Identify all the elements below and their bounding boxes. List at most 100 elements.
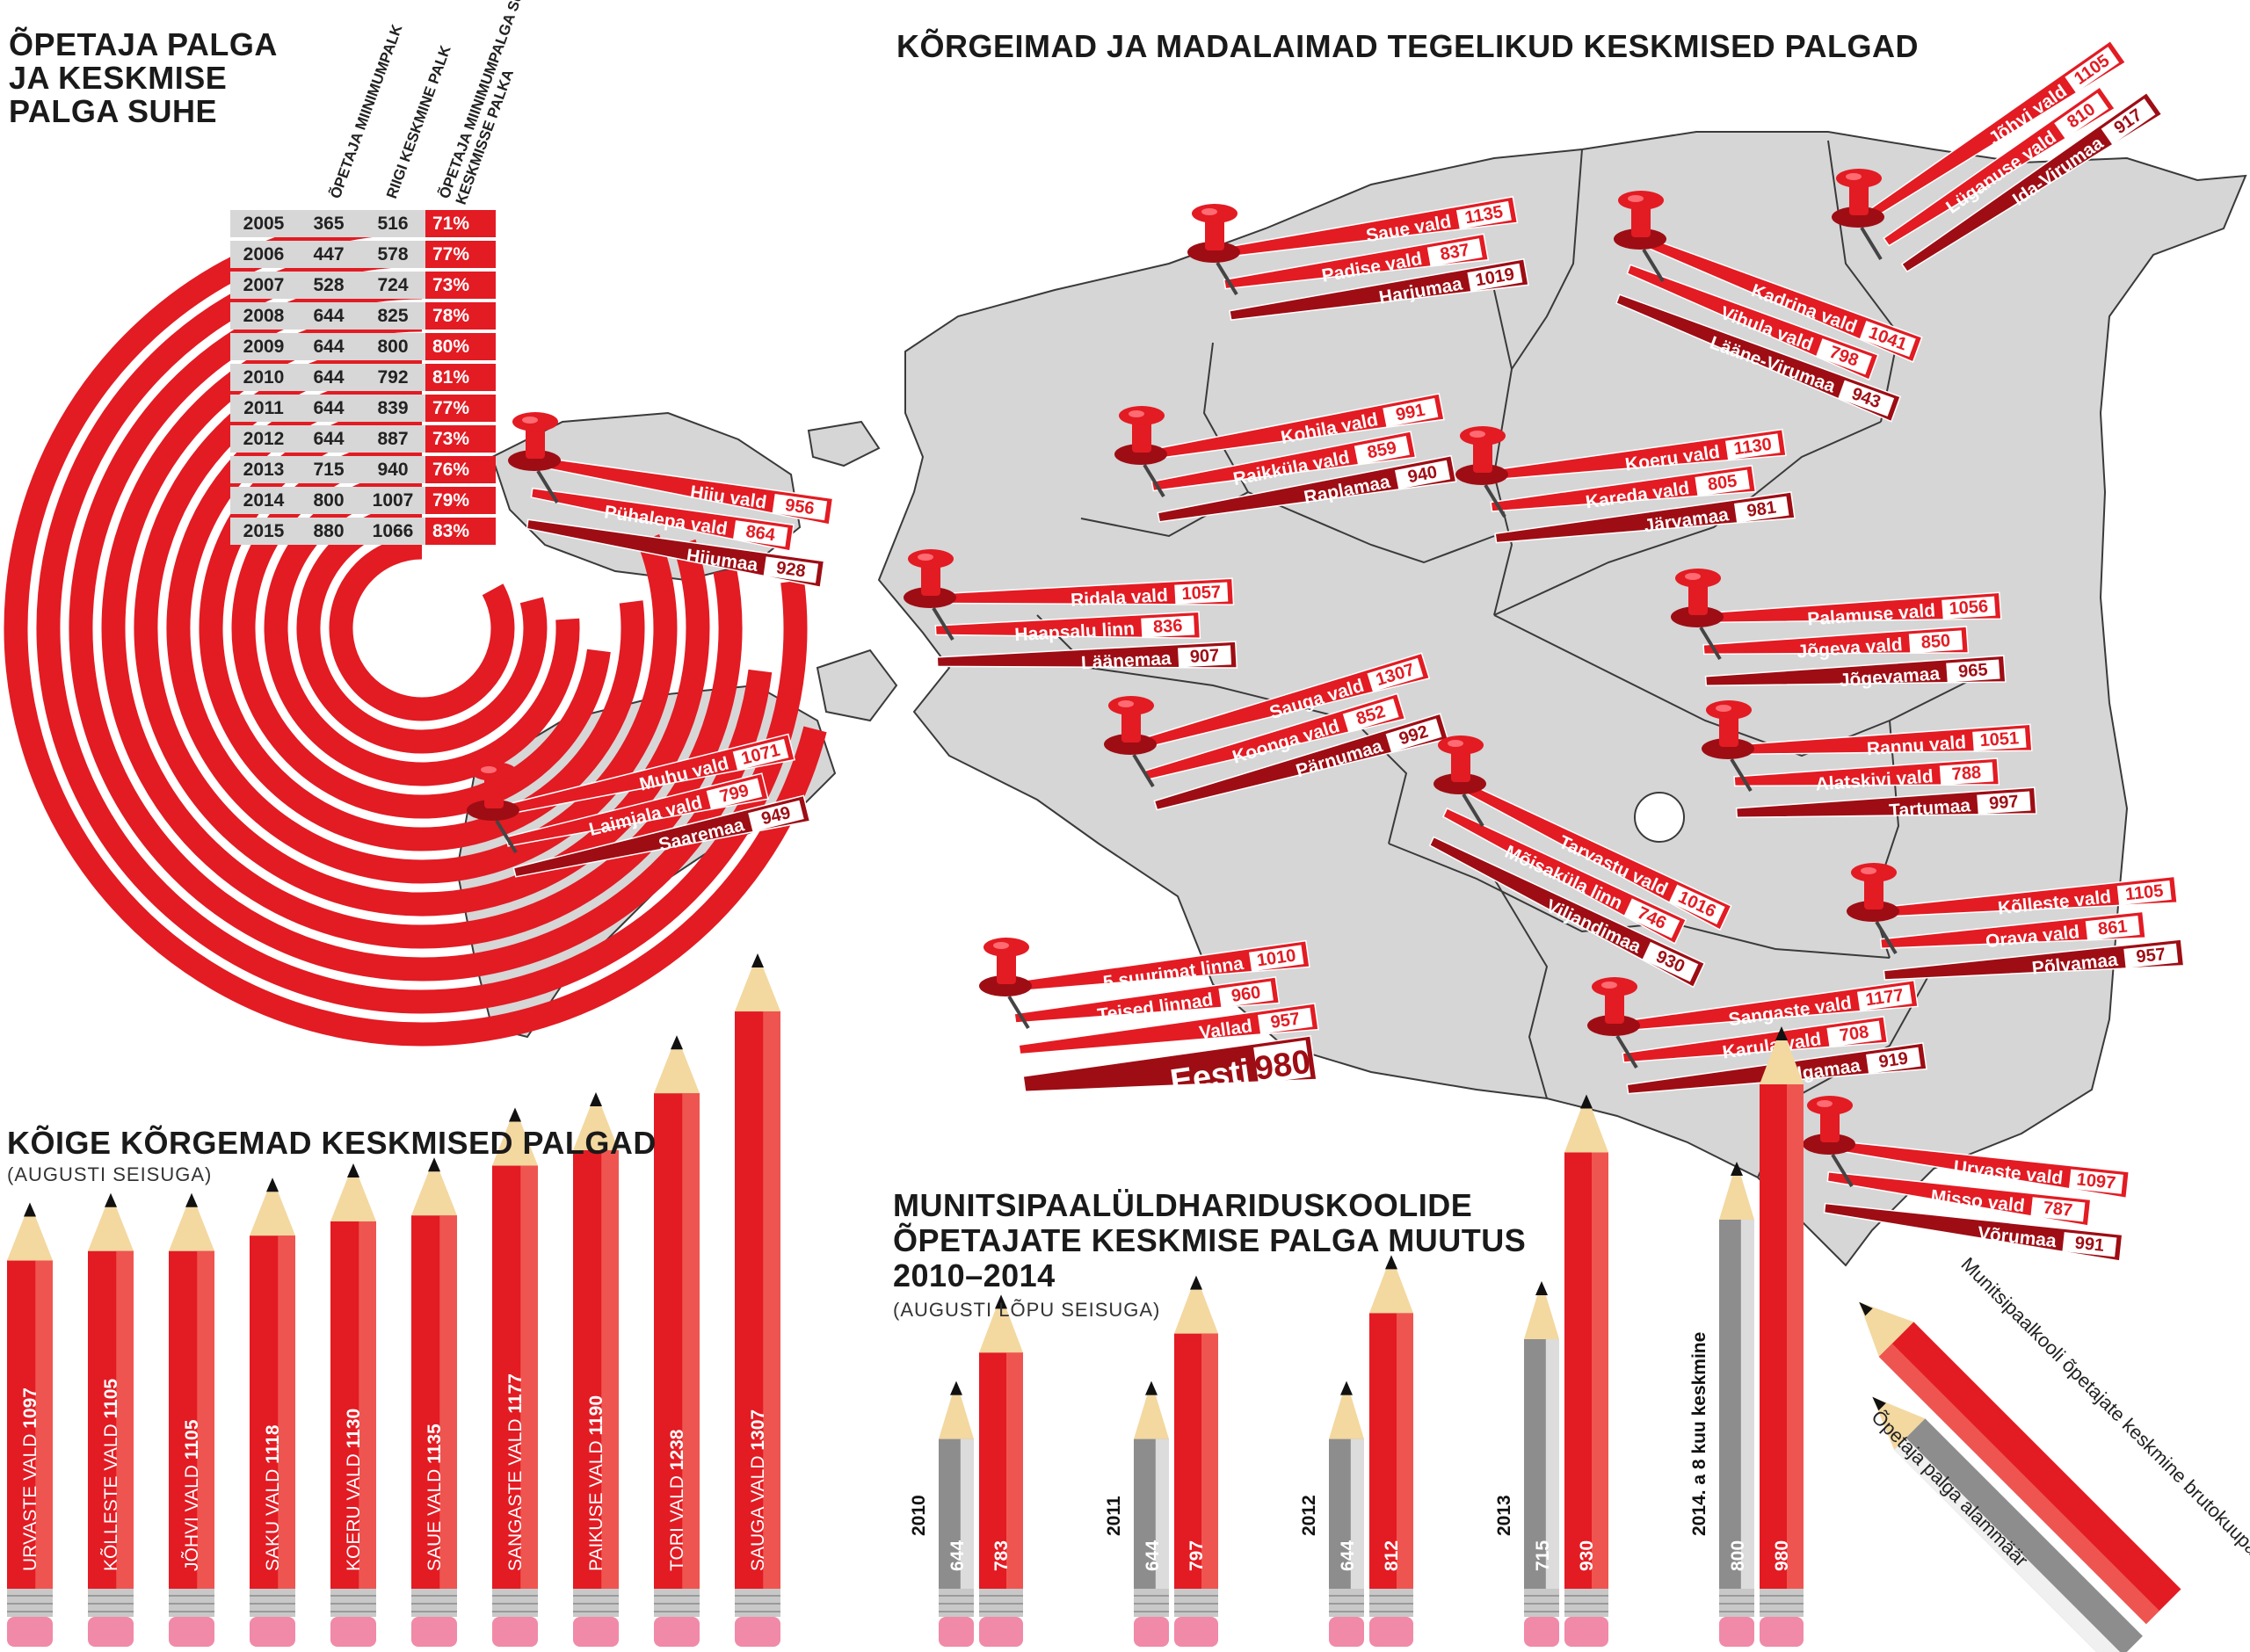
pin-value-box xyxy=(763,556,819,583)
pin-band xyxy=(1733,757,2000,787)
pin-base xyxy=(1614,228,1666,250)
top-salary-label: SAUE VALD 1135 xyxy=(425,1424,445,1571)
pencil-eraser xyxy=(1719,1617,1754,1647)
ratio-title-line-3: PALGA SUHE xyxy=(9,93,218,129)
pencil-eraser xyxy=(1134,1617,1169,1647)
ratio-cell-pct: 77% xyxy=(425,395,496,422)
pin-needle xyxy=(536,469,559,504)
pencil-stripe xyxy=(1592,1152,1608,1589)
gray-pencil: 644 xyxy=(939,1380,974,1647)
pin-body xyxy=(1121,709,1141,743)
pin-value-box xyxy=(1249,945,1304,972)
change-subtitle: (AUGUSTI LÕPU SEISUGA) xyxy=(893,1299,1161,1321)
top-salaries-pencil-chart: URVASTE VALD 1097 KÕLLESTE VALD 1105 JÕHVI… xyxy=(7,953,780,1647)
ratio-arc xyxy=(69,275,773,982)
pin-highlight xyxy=(1448,740,1463,747)
pin-band xyxy=(1223,233,1490,290)
pencil-wood xyxy=(330,1163,376,1221)
pin-base xyxy=(1803,1134,1855,1155)
red-pencil: 812 xyxy=(1369,1255,1413,1647)
pin-label-value: 788 xyxy=(1951,763,1982,784)
pin-body xyxy=(526,425,545,459)
ratio-cell-avg: 887 xyxy=(360,425,425,453)
pin-value-box xyxy=(2068,1169,2123,1194)
pin-body xyxy=(1688,582,1708,615)
ratio-arc xyxy=(4,210,827,1047)
pin-value-box xyxy=(1394,460,1451,489)
top-salary-pencil: KOERU VALD 1130 xyxy=(330,1163,376,1647)
pencil-wood xyxy=(1760,1026,1804,1084)
pencil-eraser xyxy=(573,1617,619,1647)
pin-label-value: 787 xyxy=(2043,1199,2073,1221)
top10-subtitle: (AUGUSTI SEISUGA) xyxy=(7,1163,213,1185)
gray-pencil: 644 xyxy=(1134,1380,1169,1647)
pencil-wood xyxy=(1329,1380,1364,1439)
pin-value-box xyxy=(1815,338,1872,375)
pin-highlight xyxy=(1628,195,1644,202)
pencil-wood xyxy=(7,1202,53,1261)
pin-value-box xyxy=(1623,898,1680,938)
pencil-lead xyxy=(1340,1380,1353,1395)
pencil-eraser xyxy=(7,1617,53,1647)
ratio-cell-min: 800 xyxy=(297,487,360,514)
pin-base xyxy=(508,450,561,471)
top-salary-label: SANGASTE VALD 1177 xyxy=(505,1373,526,1571)
top-salary-pencil: KÕLLESTE VALD 1105 xyxy=(88,1192,134,1647)
pin-value-box xyxy=(1141,615,1195,638)
ratio-cell-avg: 800 xyxy=(360,333,425,360)
pin-band xyxy=(1022,1035,1317,1092)
pencil-wood xyxy=(88,1192,134,1251)
pin-base xyxy=(1114,444,1167,465)
pin-label-value: 1056 xyxy=(1949,597,1989,619)
pin-label-value: 1051 xyxy=(1979,728,2020,750)
pencil-lead xyxy=(24,1202,36,1217)
year-label: 2012 xyxy=(1299,1495,1319,1536)
year-label: 2013 xyxy=(1494,1495,1514,1536)
pin-base xyxy=(1702,738,1754,759)
pencil-eraser xyxy=(411,1617,457,1647)
pencil-lead xyxy=(590,1092,602,1106)
ratio-cell-pct: 78% xyxy=(425,302,496,330)
pin-base xyxy=(1187,242,1240,263)
pin-value-box xyxy=(2054,92,2108,140)
pin-base xyxy=(467,800,519,821)
pin-body xyxy=(921,562,940,596)
pin-value-box xyxy=(1668,884,1725,924)
pin-label: Eesti 980 xyxy=(1022,1035,1317,1100)
pencil-stripe xyxy=(1006,1352,1023,1589)
ratio-cell-year: 2006 xyxy=(230,241,297,268)
change-title: MUNITSIPAALÜLDHARIDUSKOOLIDE ÕPETAJATE K… xyxy=(893,1188,1526,1293)
ratio-cell-avg: 792 xyxy=(360,364,425,391)
legend-red-pencil xyxy=(1859,1301,2181,1625)
gray-pencil-value: 715 xyxy=(1533,1540,1553,1571)
pin-body xyxy=(1864,876,1883,909)
top-salary-pencil: PAIKUSE VALD 1190 xyxy=(573,1092,619,1647)
top-salary-label: URVASTE VALD 1097 xyxy=(20,1388,40,1571)
pin-base xyxy=(1455,464,1508,485)
pin-base xyxy=(979,975,1032,996)
pin-needle xyxy=(495,819,518,854)
pin-base xyxy=(1587,1015,1640,1036)
pin-label-value: 1057 xyxy=(1181,583,1222,604)
pin-band xyxy=(504,772,769,847)
pin-base xyxy=(1104,734,1157,755)
pencil-eraser xyxy=(330,1617,376,1647)
pin-label-value: 907 xyxy=(1189,646,1219,667)
pin-band xyxy=(1157,454,1457,523)
pencil-stripe xyxy=(116,1250,134,1589)
top-salary-pencil: SANGASTE VALD 1177 xyxy=(492,1107,538,1647)
pencil-eraser xyxy=(1174,1617,1218,1647)
top-salary-label: SAKU VALD 1118 xyxy=(263,1424,283,1571)
pin-value-box xyxy=(1367,657,1424,692)
year-label: 2014. a 8 kuu keskmine xyxy=(1689,1332,1709,1536)
top-salary-label: KOERU VALD 1130 xyxy=(344,1409,364,1571)
pin-value-box xyxy=(2062,1232,2117,1257)
ratio-arc xyxy=(296,503,548,754)
ratio-cell-pct: 77% xyxy=(425,241,496,268)
pin-value-box xyxy=(2101,98,2156,145)
pin-band xyxy=(1823,1202,2123,1262)
